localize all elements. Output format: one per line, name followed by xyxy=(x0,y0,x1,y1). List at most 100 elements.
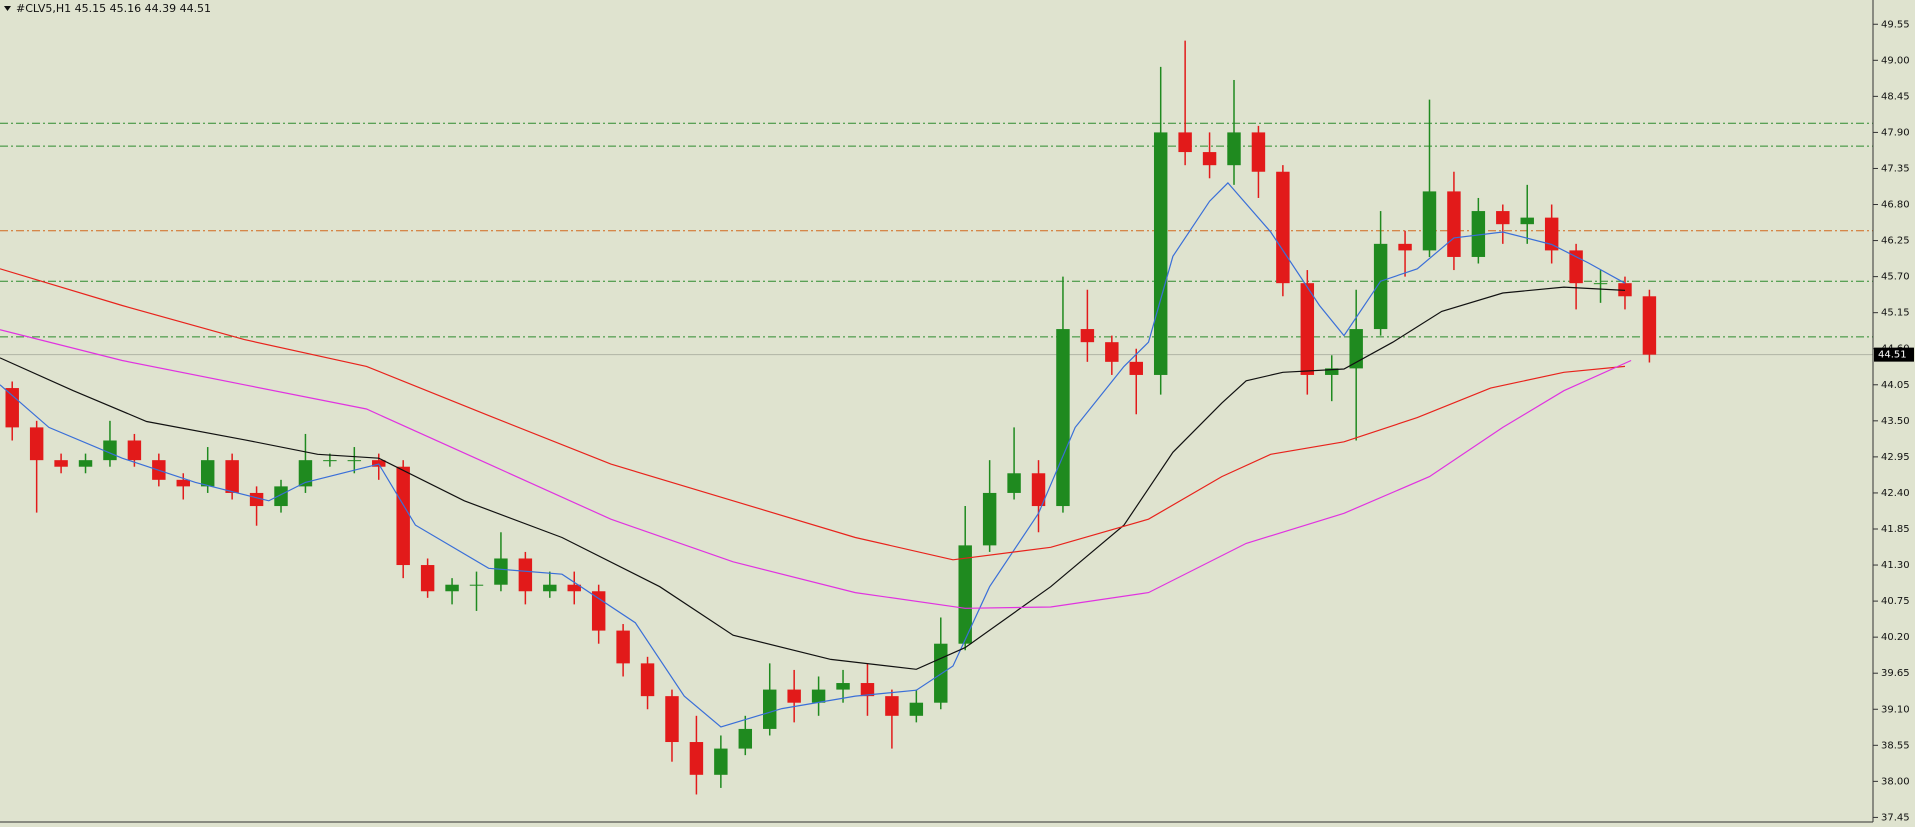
y-tick-label: 38.55 xyxy=(1881,740,1910,751)
candle-body xyxy=(1618,283,1632,297)
candle-body xyxy=(1447,191,1461,257)
y-tick-label: 42.95 xyxy=(1881,452,1910,463)
candle-body xyxy=(54,460,68,467)
y-tick-label: 37.45 xyxy=(1881,812,1910,823)
candle-body xyxy=(1056,329,1070,507)
candle-body xyxy=(1080,329,1095,343)
candle-body xyxy=(347,460,362,462)
y-tick-label: 42.40 xyxy=(1881,488,1910,499)
candle-body xyxy=(518,558,533,592)
y-tick-label: 44.05 xyxy=(1881,380,1910,391)
candle-body xyxy=(689,742,704,775)
candle-body xyxy=(567,584,581,592)
candle-body xyxy=(543,584,557,592)
y-tick-label: 48.45 xyxy=(1881,91,1910,102)
candle-body xyxy=(249,492,264,507)
candle-body xyxy=(714,748,728,775)
candle-body xyxy=(1202,152,1217,166)
candle-body xyxy=(1593,283,1608,285)
candle-body xyxy=(885,696,899,716)
candle-body xyxy=(29,427,44,461)
chart-title: #CLV5,H1 45.15 45.16 44.39 44.51 xyxy=(16,2,211,15)
candle-body xyxy=(1178,132,1192,153)
candle-body xyxy=(1105,342,1119,362)
candle-body xyxy=(1349,329,1363,369)
candle-body xyxy=(1422,191,1437,251)
candle-body xyxy=(372,460,386,467)
candle-body xyxy=(1251,132,1266,172)
candle-body xyxy=(665,696,679,743)
price-tag-label: 44.51 xyxy=(1878,350,1907,361)
price-tag xyxy=(1874,347,1914,362)
candle-body xyxy=(1642,296,1657,355)
y-tick-label: 40.20 xyxy=(1881,632,1910,643)
candle-body xyxy=(1398,243,1412,251)
candle-body xyxy=(1129,361,1143,375)
candle-body xyxy=(1544,217,1559,251)
y-tick-label: 40.75 xyxy=(1881,596,1910,607)
moving-average xyxy=(0,182,1626,728)
candle-body xyxy=(836,683,850,690)
candle-body xyxy=(298,460,313,487)
candle-body xyxy=(860,683,875,697)
y-tick-label: 38.00 xyxy=(1881,776,1910,787)
moving-average xyxy=(0,286,1626,670)
candle-body xyxy=(323,460,337,462)
candle-body xyxy=(1227,132,1241,166)
candle-body xyxy=(738,728,753,749)
y-tick-label: 46.80 xyxy=(1881,200,1910,211)
y-tick-label: 41.30 xyxy=(1881,560,1910,571)
candle-body xyxy=(1300,283,1315,375)
menu-arrow[interactable] xyxy=(4,6,11,11)
y-tick-label: 49.55 xyxy=(1881,19,1910,30)
candle-body xyxy=(396,466,410,566)
plot-area xyxy=(0,40,1873,795)
candle-body xyxy=(176,479,190,487)
candle-body xyxy=(469,584,484,586)
y-tick-label: 45.70 xyxy=(1881,272,1910,283)
y-tick-label: 39.65 xyxy=(1881,668,1910,679)
candle-body xyxy=(200,460,215,487)
moving-average xyxy=(0,268,1626,561)
candle-body xyxy=(1471,211,1486,257)
candle-body xyxy=(445,584,459,592)
candle-body xyxy=(78,460,93,467)
candle-body xyxy=(1520,217,1534,225)
candle-body xyxy=(982,492,997,546)
candle-body xyxy=(591,591,606,631)
y-tick-label: 43.50 xyxy=(1881,416,1910,427)
candle-body xyxy=(909,702,924,716)
y-tick-label: 49.00 xyxy=(1881,55,1910,66)
candle-body xyxy=(127,440,142,461)
candle-body xyxy=(1153,132,1168,375)
candle-body xyxy=(1031,473,1046,507)
candle-body xyxy=(103,440,117,461)
candle-body xyxy=(1276,171,1290,284)
candle-body xyxy=(1373,243,1388,330)
candle-body xyxy=(958,545,972,644)
candle-body xyxy=(811,689,826,703)
candle-body xyxy=(494,558,508,585)
candle-body xyxy=(640,663,655,697)
candle-body xyxy=(1325,368,1339,375)
candle-body xyxy=(763,689,777,729)
candle-body xyxy=(616,630,630,664)
candle-body xyxy=(225,460,239,493)
candle-body xyxy=(1496,211,1510,225)
y-tick-label: 39.10 xyxy=(1881,704,1910,715)
moving-average xyxy=(0,329,1632,609)
candle-body xyxy=(1569,250,1583,284)
y-tick-label: 47.35 xyxy=(1881,163,1910,174)
y-tick-label: 47.90 xyxy=(1881,127,1910,138)
y-tick-label: 46.25 xyxy=(1881,236,1910,247)
candle-body xyxy=(934,643,948,703)
candle-body xyxy=(274,486,288,507)
candle-body xyxy=(420,565,435,592)
candle-body xyxy=(5,388,19,428)
y-tick-label: 41.85 xyxy=(1881,524,1910,535)
candle-body xyxy=(787,689,801,703)
candle-body xyxy=(1007,473,1021,493)
y-tick-label: 45.15 xyxy=(1881,308,1910,319)
